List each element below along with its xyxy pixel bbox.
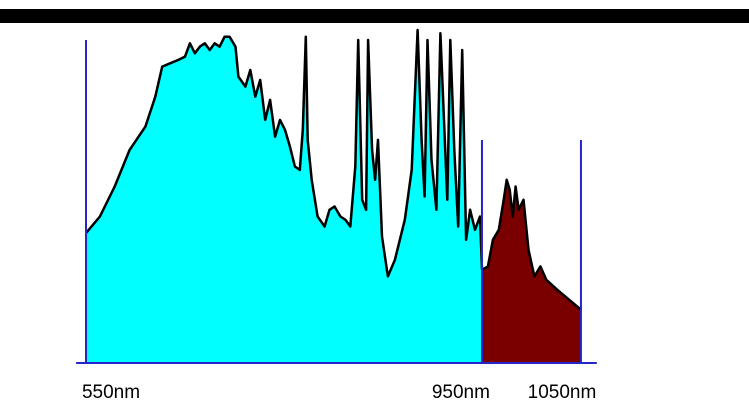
x-tick-label: 950nm <box>432 382 490 403</box>
area-outline <box>85 28 484 278</box>
area-outline <box>481 178 582 311</box>
x-tick-label: 1050nm <box>528 382 597 403</box>
area-fill <box>86 30 482 363</box>
top-bar <box>0 9 749 23</box>
area-fill <box>482 179 581 363</box>
x-tick-label: 550nm <box>82 382 140 403</box>
